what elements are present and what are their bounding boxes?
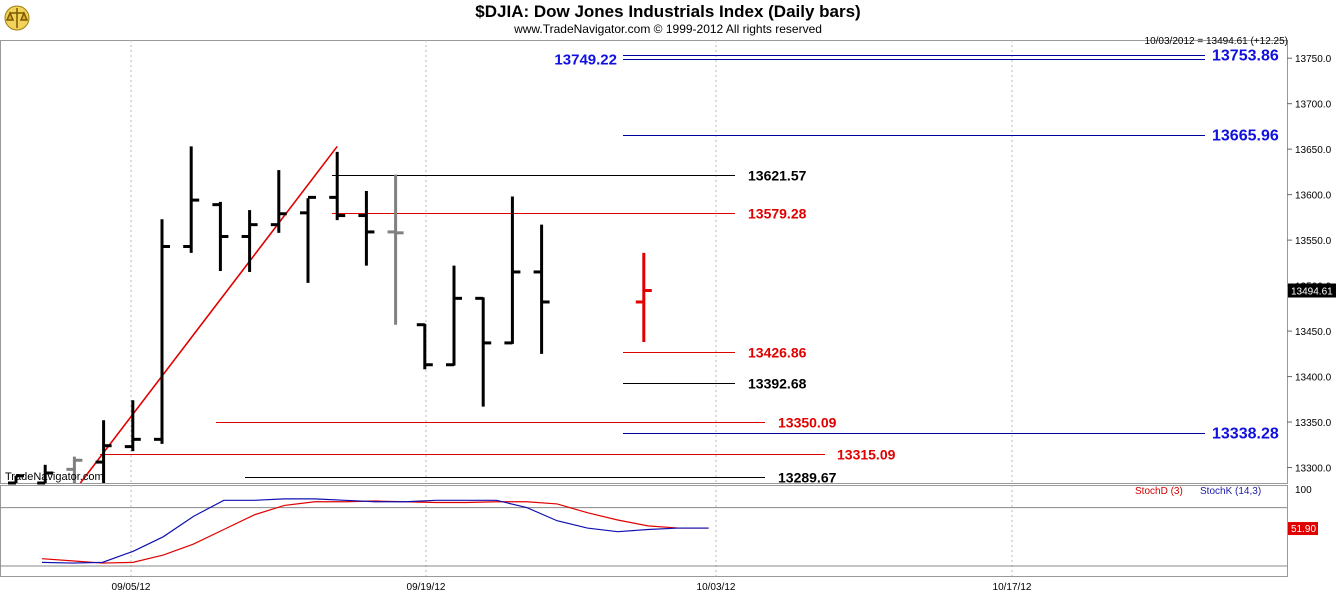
level-label: 13350.09 [778,415,837,431]
price-bar [37,464,54,485]
price-bar [446,265,462,367]
price-bar [475,296,492,407]
level-label: 13392.68 [748,376,807,392]
price-tick-label: 13350.0 [1295,418,1332,429]
price-bar [241,210,258,272]
stoch-value-label: 51.90 [1291,524,1316,535]
date-axis: 09/05/12 09/19/12 10/03/12 10/17/12 [112,582,1032,593]
level-label: 13338.28 [1212,426,1279,443]
price-tick-label: 13750.0 [1295,54,1332,65]
level-label: 13289.67 [778,470,837,486]
panel-frames [0,40,1288,577]
chart-subtitle: www.TradeNavigator.com © 1999-2012 All r… [514,22,822,36]
legend-stoch-k: StochK (14,3) [1200,486,1262,497]
current-price-box [1288,283,1336,298]
price-bar [270,170,287,233]
price-bars [8,146,652,485]
price-bar [533,224,550,354]
brand-label: TradeNavigator.com [5,471,104,483]
last-quote: 10/03/2012 = 13494.61 (+12.25) [1144,36,1288,47]
price-bar [124,400,141,452]
level-label: 13749.22 [554,52,617,69]
price-bar [212,201,229,272]
price-bar [8,474,24,485]
price-bar [387,174,404,325]
price-tick-label: 13550.0 [1295,236,1332,247]
chart-title: $DJIA: Dow Jones Industrials Index (Dail… [475,2,861,21]
price-bar [504,196,521,345]
date-tick-label: 09/19/12 [407,582,446,593]
level-label: 13426.86 [748,345,807,361]
price-tick-label: 13300.0 [1295,464,1332,475]
price-bar [329,151,346,221]
stoch-value-box [1288,522,1318,536]
stoch-d-line [41,500,709,564]
stoch-panel-frame [0,485,1288,577]
price-bar [416,323,433,370]
level-label: 13753.86 [1212,48,1279,65]
price-bar [66,456,83,483]
price-grid [130,40,1013,576]
level-label: 13579.28 [748,206,807,222]
stochastic-panel: 100 51.90 [0,485,1318,567]
level-label: 13315.09 [837,447,896,463]
price-bar [95,420,112,483]
price-tick-label: 13450.0 [1295,327,1332,338]
current-price-label: 13494.61 [1291,287,1333,298]
price-bar [154,219,170,444]
level-label: 13621.57 [748,168,807,184]
price-bar [635,252,652,343]
price-bar [358,191,375,266]
price-tick-label: 13400.0 [1295,373,1332,384]
price-panel-frame [0,40,1288,484]
price-bar [183,146,200,253]
legend-stoch-d: StochD (3) [1135,486,1183,497]
stoch-tick-label: 100 [1295,485,1312,496]
trend-line [79,145,338,484]
date-tick-label: 10/03/12 [697,582,736,593]
price-bar [300,195,316,283]
date-tick-label: 09/05/12 [112,582,151,593]
tradenavigator-logo [4,4,30,32]
price-tick-label: 13650.0 [1295,145,1332,156]
level-label: 13665.96 [1212,128,1279,145]
price-tick-label: 13700.0 [1295,100,1332,111]
price-tick-label: 13600.0 [1295,191,1332,202]
trend-line [79,145,338,484]
price-axis: 13300.013350.013400.013450.013500.013550… [1287,54,1336,475]
date-tick-label: 10/17/12 [993,582,1032,593]
level-lines: 13753.86 13749.22 13665.96 13621.57 13579.28… [100,48,1279,486]
stoch-k-line [41,498,709,564]
